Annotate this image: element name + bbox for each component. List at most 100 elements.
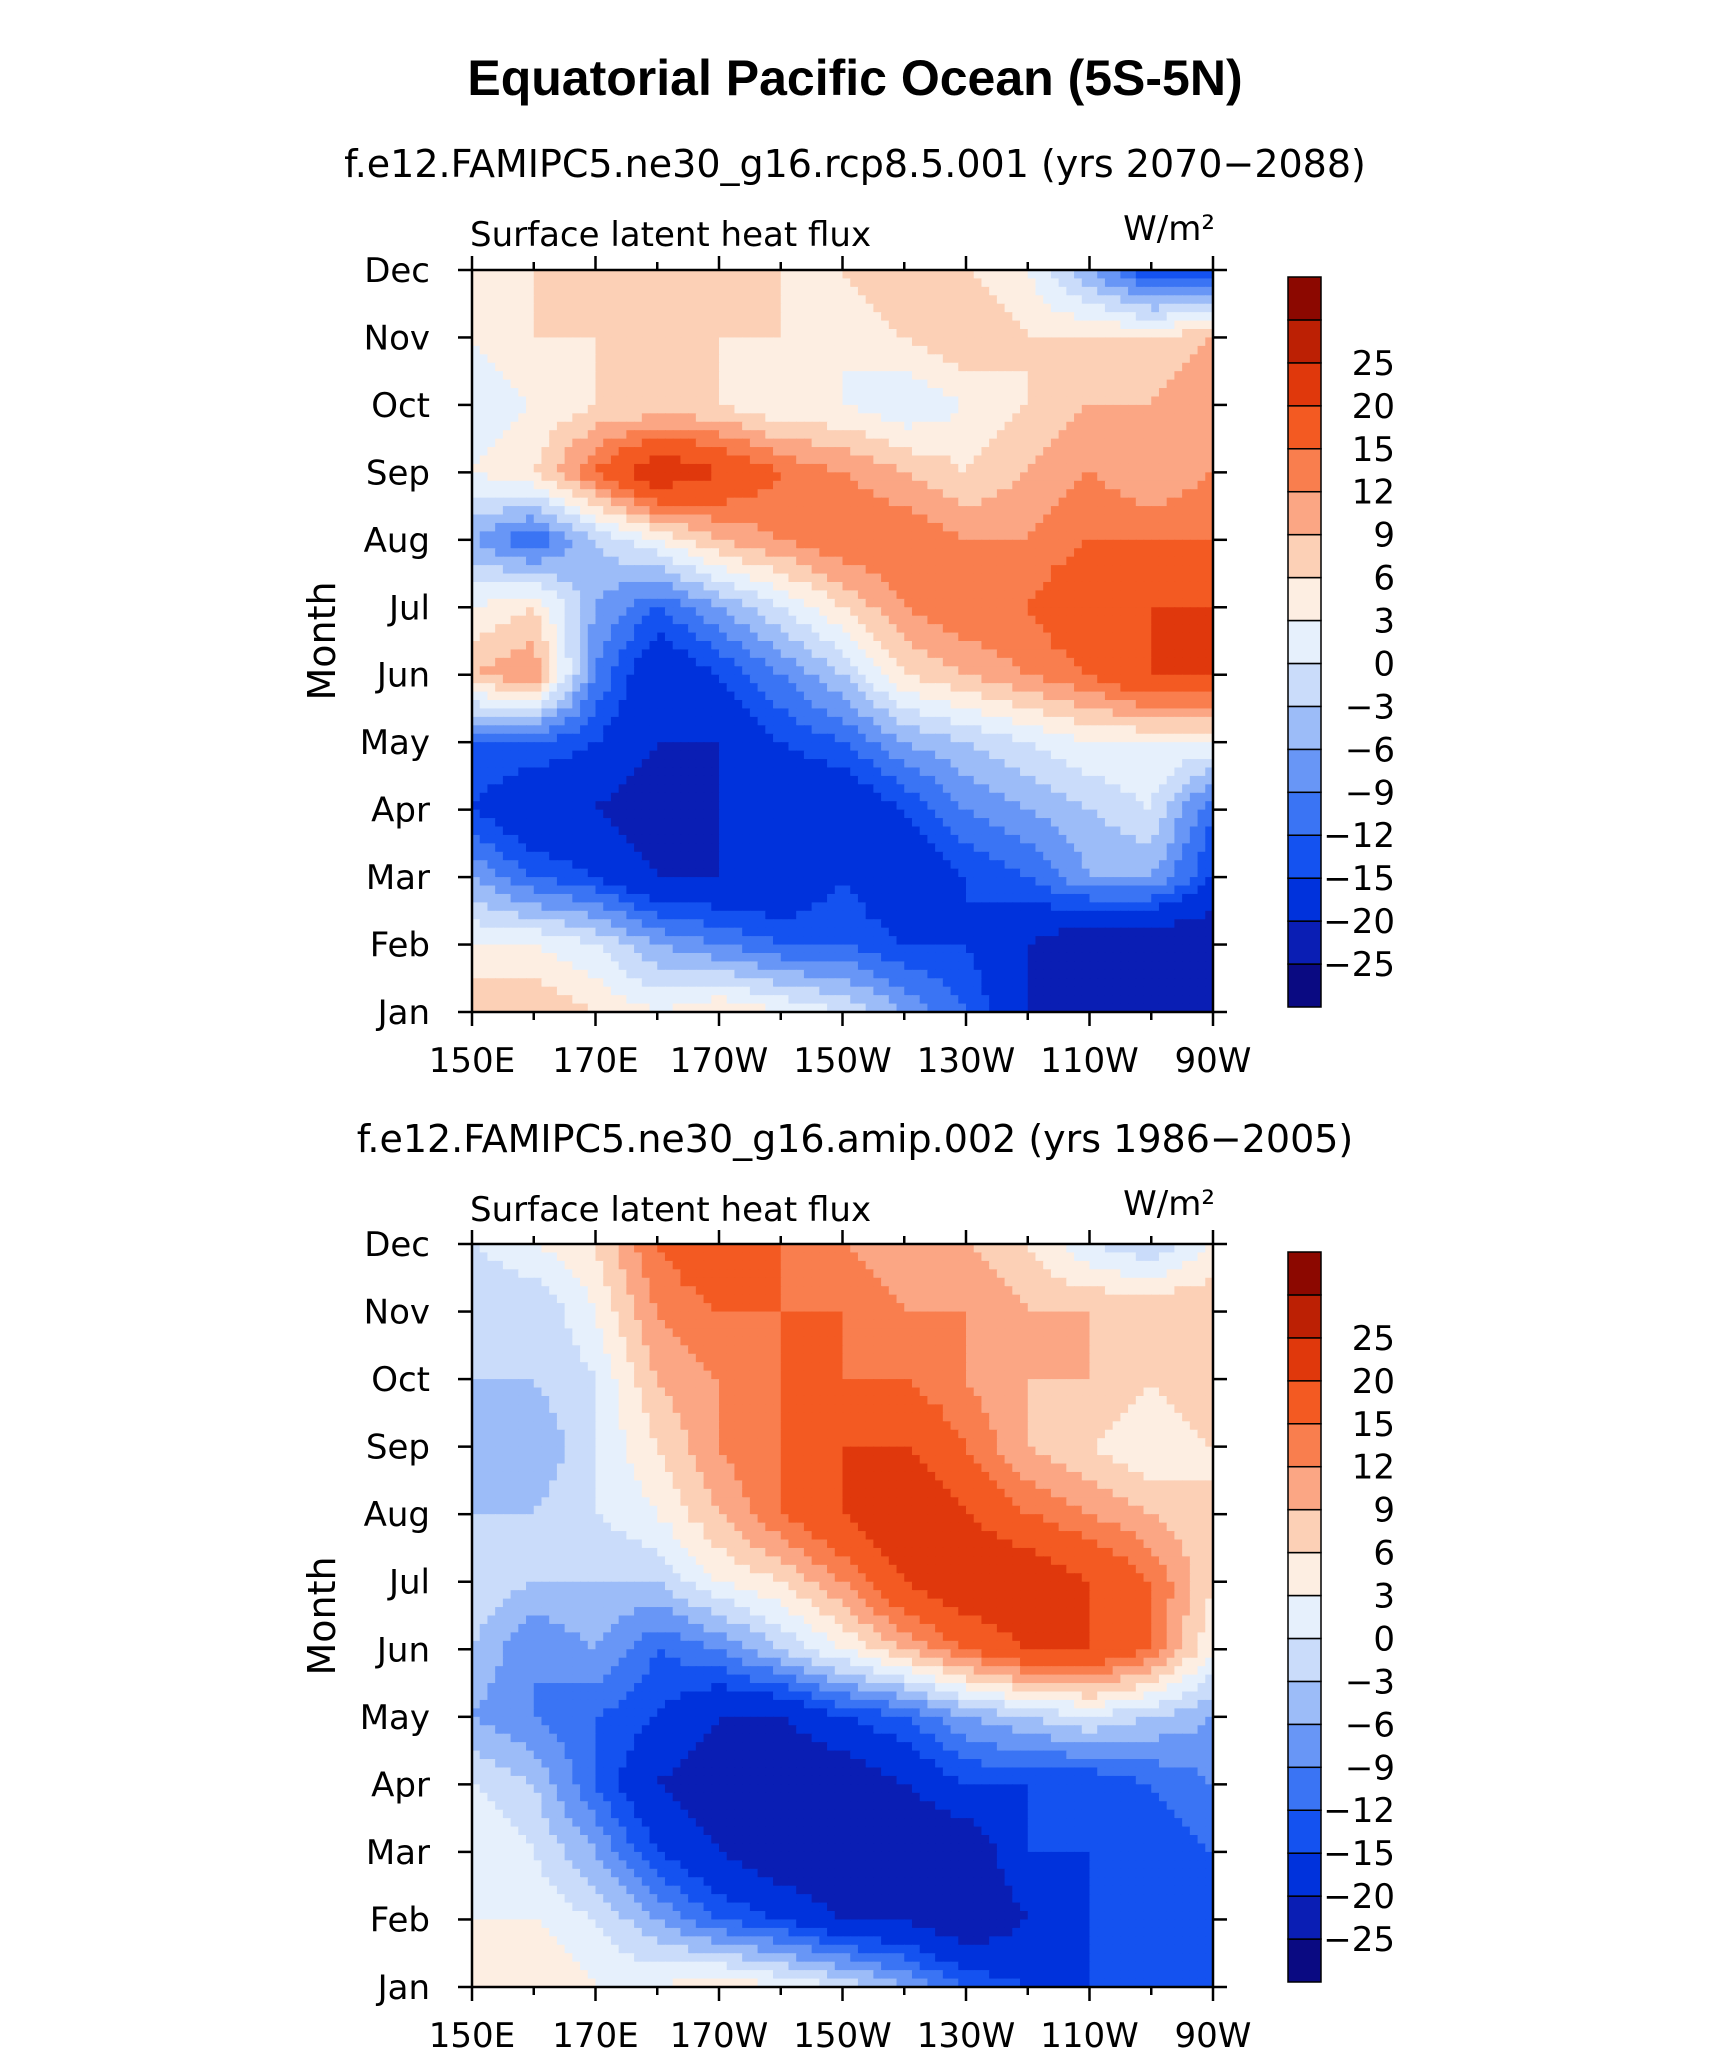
heatmap-cell	[927, 657, 936, 668]
heatmap-cell	[757, 295, 767, 305]
heatmap-cell	[711, 345, 720, 356]
heatmap-cell	[1189, 303, 1199, 313]
heatmap-cell	[881, 472, 890, 482]
heatmap-cell	[942, 354, 952, 364]
heatmap-cell	[664, 472, 674, 482]
heatmap-cell	[626, 430, 635, 440]
heatmap-cell	[1027, 556, 1037, 566]
heatmap-cell	[935, 615, 944, 625]
heatmap-cell	[703, 581, 713, 592]
heatmap-cell	[533, 539, 543, 550]
heatmap-cell	[1135, 286, 1145, 297]
heatmap-cell	[1027, 371, 1037, 381]
heatmap-cell	[773, 438, 782, 448]
heatmap-cell	[950, 649, 960, 659]
heatmap-cell	[564, 489, 574, 499]
heatmap-cell	[942, 430, 952, 440]
heatmap-cell	[1089, 312, 1099, 322]
heatmap-cell	[757, 337, 767, 347]
heatmap-cell	[502, 345, 512, 356]
heatmap-cell	[472, 683, 481, 693]
heatmap-cell	[1089, 607, 1099, 617]
heatmap-cell	[626, 480, 635, 491]
heatmap-cell	[1143, 624, 1153, 634]
heatmap-cell	[742, 598, 751, 609]
heatmap-cell	[1035, 455, 1044, 465]
heatmap-cell	[811, 270, 821, 280]
heatmap-cell	[788, 641, 797, 651]
heatmap-cell	[472, 581, 481, 592]
heatmap-cell	[549, 632, 558, 642]
heatmap-cell	[788, 379, 797, 389]
heatmap-cell	[1197, 312, 1207, 322]
heatmap-cell	[850, 463, 859, 474]
heatmap-cell	[526, 421, 535, 431]
heatmap-cell	[1074, 539, 1083, 550]
heatmap-cell	[502, 649, 512, 659]
heatmap-cell	[1097, 674, 1106, 684]
heatmap-cell	[564, 691, 574, 701]
heatmap-cell	[865, 295, 875, 305]
heatmap-cell	[595, 565, 605, 575]
heatmap-cell	[533, 666, 543, 676]
heatmap-cell	[1004, 641, 1014, 651]
heatmap-cell	[719, 270, 728, 280]
heatmap-cell	[695, 700, 705, 710]
heatmap-cell	[996, 379, 1006, 389]
heatmap-cell	[1081, 514, 1091, 524]
heatmap-cell	[502, 632, 512, 642]
heatmap-cell	[919, 590, 929, 600]
heatmap-cell	[996, 430, 1006, 440]
heatmap-cell	[796, 286, 805, 297]
heatmap-cell	[935, 632, 944, 642]
heatmap-cell	[819, 691, 828, 701]
heatmap-cell	[742, 632, 751, 642]
heatmap-cell	[981, 278, 990, 288]
heatmap-cell	[634, 362, 643, 372]
heatmap-cell	[935, 329, 944, 339]
heatmap-cell	[966, 565, 975, 575]
heatmap-cell	[1081, 371, 1091, 381]
heatmap-cell	[580, 404, 589, 415]
heatmap-cell	[1074, 320, 1083, 330]
heatmap-cell	[1097, 345, 1106, 356]
heatmap-cell	[1104, 413, 1114, 423]
heatmap-cell	[935, 539, 944, 550]
heatmap-cell	[1089, 438, 1099, 448]
heatmap-cell	[958, 472, 967, 482]
heatmap-cell	[479, 371, 489, 381]
heatmap-cell	[1120, 329, 1129, 339]
heatmap-cell	[495, 556, 504, 566]
heatmap-cell	[881, 329, 890, 339]
heatmap-cell	[680, 666, 689, 676]
heatmap-cell	[541, 270, 550, 280]
heatmap-cell	[603, 362, 612, 372]
heatmap-cell	[641, 497, 651, 507]
heatmap-cell	[664, 421, 674, 431]
heatmap-cell	[610, 615, 620, 625]
heatmap-cell	[896, 430, 906, 440]
heatmap-cell	[973, 700, 983, 710]
heatmap-cell	[1205, 337, 1213, 347]
heatmap-cell	[981, 683, 990, 693]
heatmap-cell	[1050, 573, 1060, 583]
heatmap-cell	[803, 632, 813, 642]
heatmap-cell	[510, 320, 520, 330]
heatmap-cell	[958, 632, 967, 642]
heatmap-cell	[749, 447, 759, 457]
heatmap-cell	[664, 320, 674, 330]
heatmap-cell	[796, 303, 805, 313]
heatmap-cell	[857, 649, 867, 659]
heatmap-cell	[1097, 565, 1106, 575]
heatmap-cell	[1182, 489, 1191, 499]
heatmap-cell	[749, 295, 759, 305]
heatmap-cell	[819, 295, 828, 305]
heatmap-cell	[850, 556, 859, 566]
heatmap-cell	[981, 691, 990, 701]
heatmap-cell	[1074, 413, 1083, 423]
heatmap-cell	[834, 447, 844, 457]
heatmap-cell	[587, 657, 597, 668]
heatmap-cell	[610, 472, 620, 482]
heatmap-cell	[904, 354, 913, 364]
heatmap-cell	[942, 573, 952, 583]
